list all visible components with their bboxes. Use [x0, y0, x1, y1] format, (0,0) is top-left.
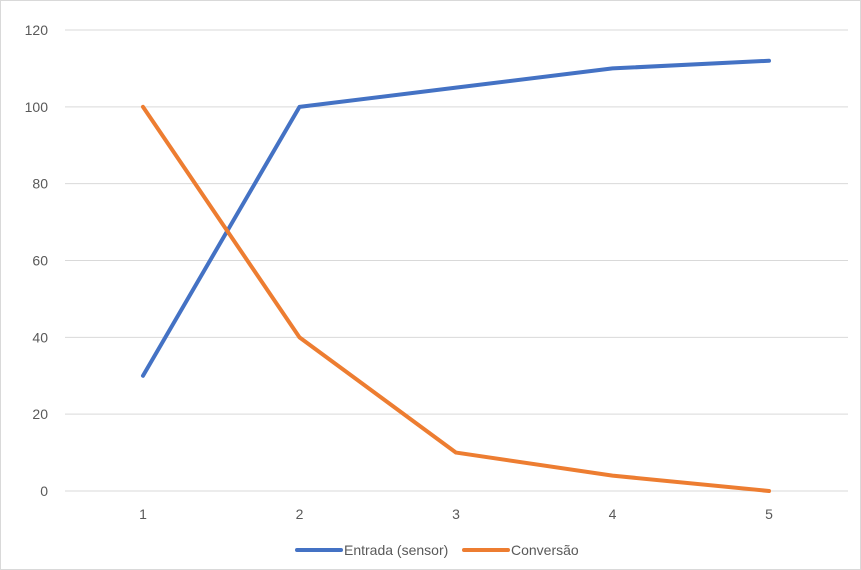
legend-label: Entrada (sensor)	[344, 542, 448, 558]
x-tick-label: 4	[609, 506, 617, 522]
series-layer	[141, 58, 771, 493]
series-line-2	[141, 104, 771, 493]
y-tick-label: 40	[32, 329, 48, 345]
legend-label: Conversão	[511, 542, 579, 558]
y-tick-label: 80	[32, 176, 48, 192]
legend: Entrada (sensor) Conversão	[295, 542, 579, 558]
y-tick-label: 100	[25, 99, 49, 115]
series-line-1	[141, 58, 771, 378]
x-axis-tick-labels: 1 2 3 4 5	[139, 506, 773, 522]
y-tick-label: 0	[40, 483, 48, 499]
x-tick-label: 2	[296, 506, 304, 522]
y-tick-label: 20	[32, 406, 48, 422]
x-tick-label: 1	[139, 506, 147, 522]
x-tick-label: 5	[765, 506, 773, 522]
y-tick-label: 120	[25, 22, 49, 38]
x-tick-label: 3	[452, 506, 460, 522]
gridlines	[65, 29, 848, 492]
y-axis-tick-labels: 0 20 40 60 80 100 120	[25, 22, 49, 499]
y-tick-label: 60	[32, 253, 48, 269]
